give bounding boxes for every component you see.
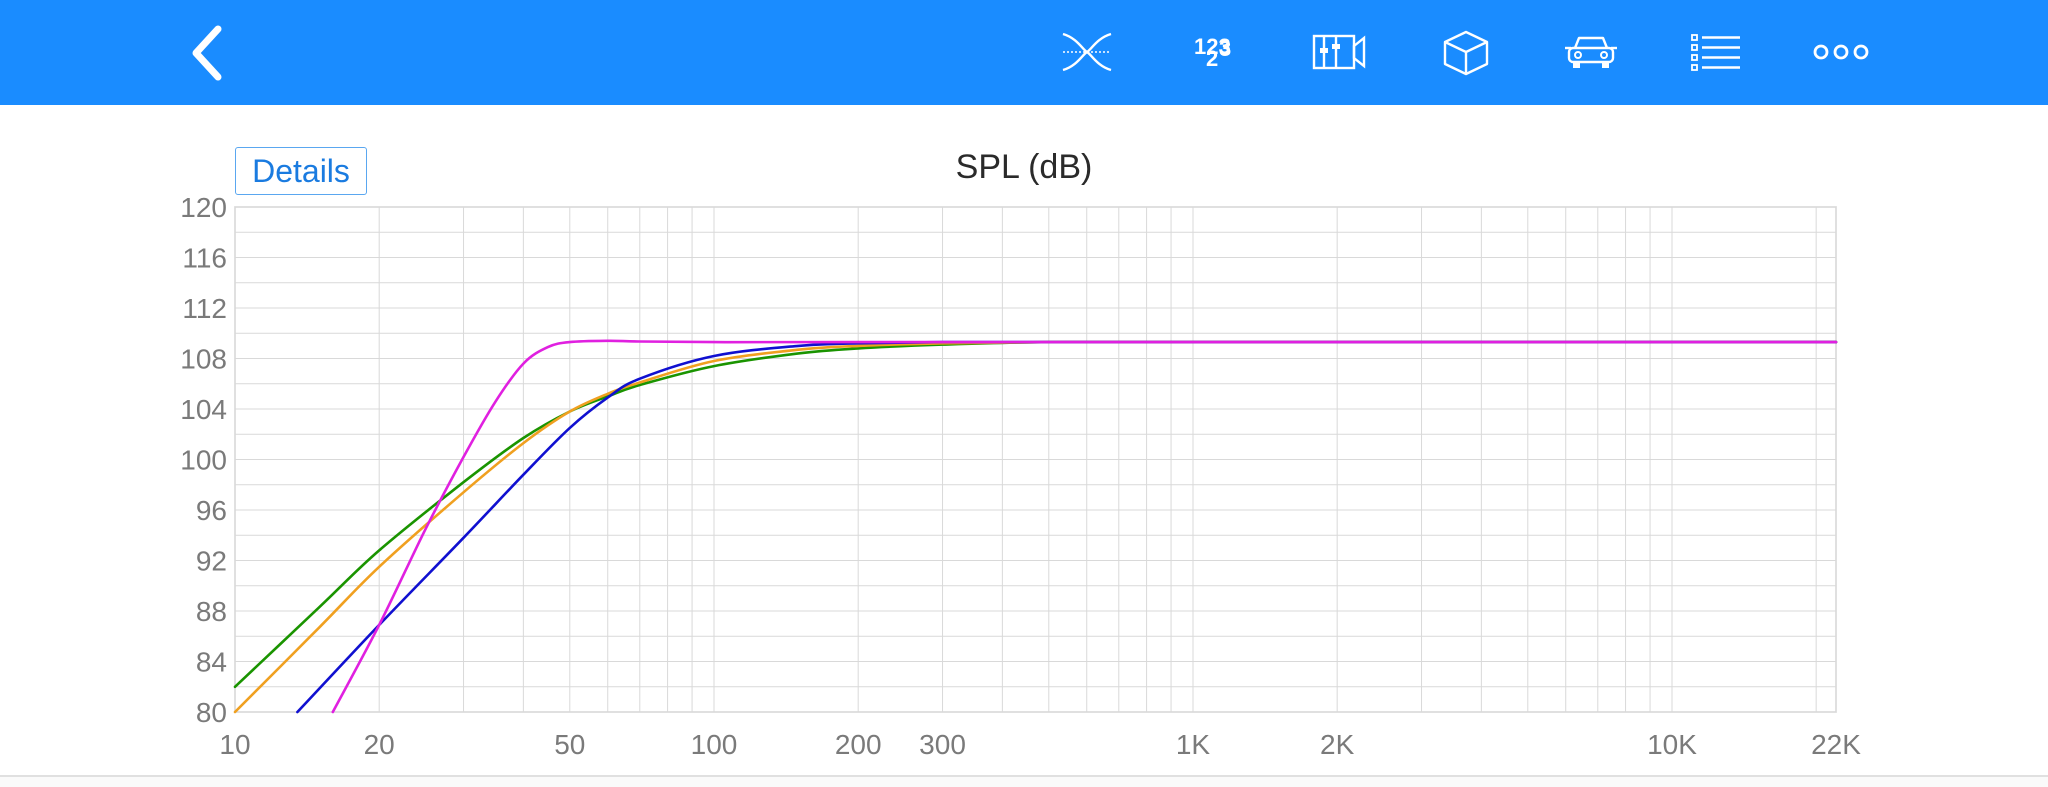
car-icon <box>1565 36 1617 68</box>
enclosure-ports-button[interactable] <box>1308 22 1372 82</box>
y-tick-label: 88 <box>196 596 227 627</box>
y-tick-label: 108 <box>180 344 227 375</box>
x-tick-label: 2K <box>1320 729 1355 760</box>
x-tick-label: 200 <box>835 729 882 760</box>
top-toolbar: 123 2 3 <box>0 0 2048 105</box>
back-button[interactable] <box>178 20 238 85</box>
x-tick-label: 22K <box>1811 729 1861 760</box>
x-tick-label: 20 <box>364 729 395 760</box>
box-3d-icon <box>1443 30 1489 76</box>
y-tick-label: 84 <box>196 647 227 678</box>
x-tick-label: 50 <box>554 729 585 760</box>
more-button[interactable] <box>1809 22 1873 82</box>
list-button[interactable] <box>1684 22 1748 82</box>
y-tick-label: 96 <box>196 495 227 526</box>
crossover-button[interactable] <box>1055 22 1119 82</box>
x-tick-label: 1K <box>1176 729 1211 760</box>
x-tick-label: 300 <box>919 729 966 760</box>
y-tick-label: 80 <box>196 697 227 728</box>
x-tick-label: 10 <box>219 729 250 760</box>
bottom-panel-edge <box>0 775 2048 787</box>
svg-text:2: 2 <box>1206 46 1218 71</box>
box-3d-button[interactable] <box>1434 22 1498 82</box>
y-tick-label: 100 <box>180 445 227 476</box>
y-tick-label: 116 <box>182 243 227 274</box>
chart-title: SPL (dB) <box>955 148 1093 186</box>
details-button[interactable]: Details <box>235 147 367 195</box>
enclosure-ports-icon <box>1312 34 1366 70</box>
numbers-icon: 123 2 3 <box>1194 34 1231 71</box>
y-tick-label: 92 <box>196 546 227 577</box>
y-tick-label: 112 <box>182 293 227 324</box>
x-tick-label: 10K <box>1647 729 1697 760</box>
svg-text:3: 3 <box>1219 36 1231 61</box>
list-icon <box>1691 34 1740 71</box>
y-tick-label: 104 <box>180 394 227 425</box>
numbers-button[interactable]: 123 2 3 <box>1182 22 1246 82</box>
chevron-left-icon <box>192 25 222 80</box>
more-icon <box>1813 44 1869 60</box>
numbers-icon-digit-1: 123 <box>1194 34 1231 59</box>
crossover-icon <box>1062 32 1112 72</box>
car-button[interactable] <box>1559 22 1623 82</box>
x-tick-label: 100 <box>691 729 738 760</box>
series-line-4 <box>331 339 1838 714</box>
y-tick-label: 120 <box>180 192 227 223</box>
